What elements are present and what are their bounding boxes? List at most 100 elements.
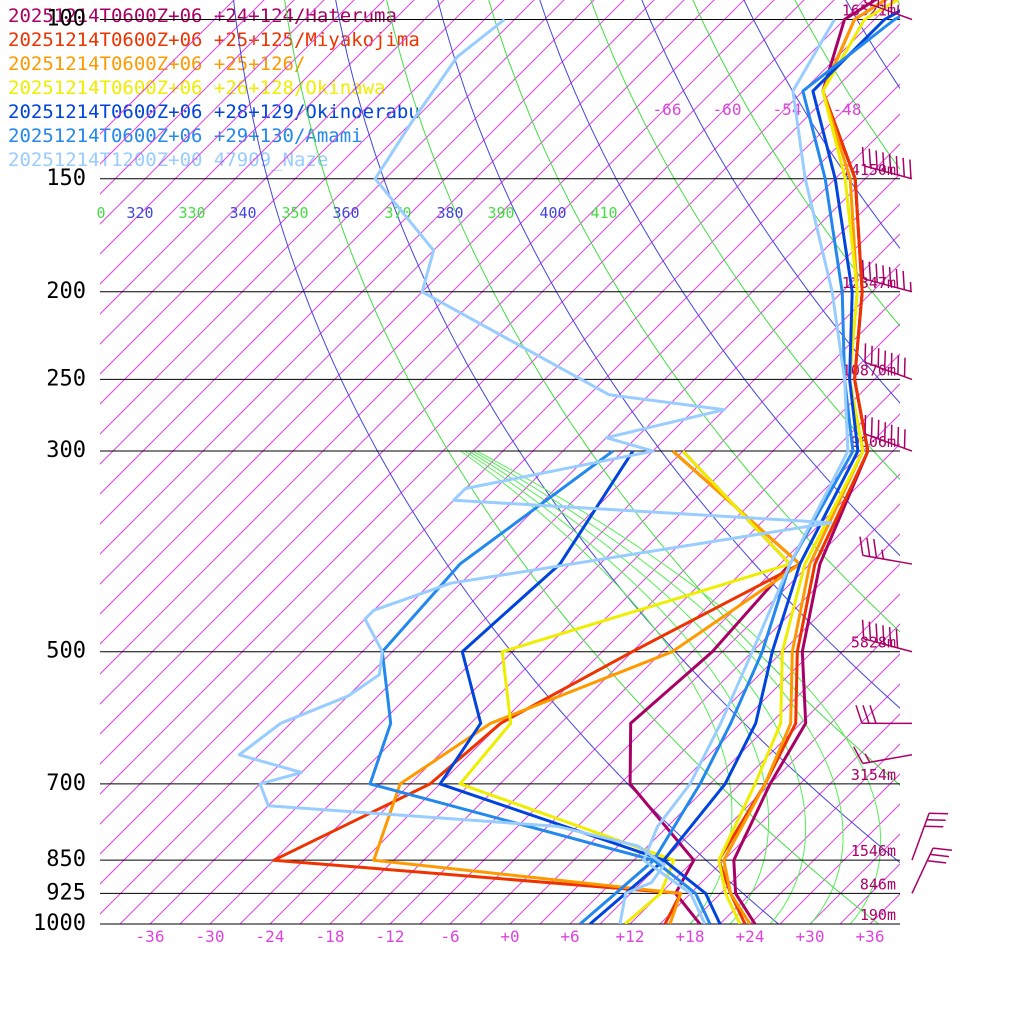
- isotherm-line: [100, 23, 900, 825]
- wind-barb-flag: [933, 847, 953, 851]
- theta-label: 340: [229, 204, 256, 222]
- pressure-label: 150: [46, 166, 86, 191]
- isotherm-line: [100, 0, 235, 135]
- isotherm-line: [539, 563, 900, 924]
- theta-label: 320: [126, 204, 153, 222]
- theta-label: 360: [332, 204, 359, 222]
- wind-barb-half-flag: [864, 753, 871, 763]
- wind-barb-staff: [862, 754, 913, 765]
- wind-barb-flag: [883, 350, 887, 370]
- wind-barb: [864, 0, 913, 21]
- isotherm-line: [100, 0, 865, 765]
- wind-barb-flag: [870, 0, 873, 5]
- isotherm-line: [569, 593, 900, 924]
- isotherm-line: [389, 413, 900, 924]
- wind-barb-flag: [924, 825, 944, 828]
- potential-temperature-line: [743, 0, 900, 250]
- isotherm-line: [659, 683, 900, 924]
- temperature-profile-line: [652, 14, 900, 924]
- temperature-tick-label: +6: [560, 927, 579, 946]
- wind-barb: [859, 536, 913, 565]
- wind-barb: [855, 705, 913, 725]
- dewpoint-profile-line: [438, 450, 666, 924]
- legend-entry-hateruma: 20251214T0600Z+06 +24+124/Hateruma: [8, 5, 397, 27]
- dewpoint-profile-line: [272, 449, 802, 924]
- legend-entry-okinoerabu: 20251214T0600Z+06 +28+129/Okinoerabu: [8, 101, 420, 123]
- isotherm-line: [899, 923, 900, 924]
- potential-temperature-line: [956, 0, 1024, 924]
- legend-entry-naze: 20251214T1200Z+00 47909_Naze: [8, 149, 329, 171]
- temperature-profile-line: [717, 0, 888, 924]
- wind-barb: [853, 746, 913, 765]
- wind-barb-half-flag: [909, 282, 912, 292]
- theta-label: 410: [590, 204, 617, 222]
- temperature-tick-label: -6: [440, 927, 459, 946]
- height-label: 190m: [860, 906, 896, 924]
- pressure-label: 300: [46, 438, 86, 463]
- potential-temperature-line: [641, 0, 900, 404]
- isotherm-line: [100, 0, 685, 585]
- dewpoint-profile-line: [372, 449, 802, 924]
- isotherm-line: [329, 353, 900, 924]
- pressure-label: 250: [46, 366, 86, 391]
- isotherm-line: [100, 0, 895, 795]
- potential-temperature-line: [1004, 0, 1024, 924]
- wind-barb-flag: [875, 150, 878, 170]
- wind-barb-flag: [927, 859, 947, 864]
- theta-label: 330: [178, 204, 205, 222]
- wind-barb: [864, 414, 913, 452]
- wind-barb-flag: [930, 853, 950, 858]
- isotherm-line: [100, 0, 355, 255]
- wind-barb: [911, 847, 953, 894]
- isotherm-line: [869, 893, 900, 924]
- temperature-tick-label: -30: [196, 927, 225, 946]
- moist-adiabat-line: [472, 450, 844, 924]
- pressure-label: 500: [46, 639, 86, 664]
- dewpoint-profile-line: [368, 449, 656, 924]
- dewpoint-profile-line: [237, 18, 833, 924]
- isotherm-line: [209, 233, 900, 924]
- wind-barb-flag: [883, 0, 886, 10]
- wind-barb-flag: [890, 0, 893, 13]
- isotherm-line: [629, 653, 900, 924]
- wind-barb-flag: [873, 538, 878, 558]
- wind-barb-flag: [890, 424, 893, 444]
- temperature-tick-label: +18: [676, 927, 705, 946]
- legend-entry-amami: 20251214T0600Z+06 +29+130/Amami: [8, 125, 363, 147]
- moist-adiabat-line: [464, 450, 770, 924]
- moist-adiabat-line: [460, 450, 733, 924]
- wind-barb-flag: [875, 263, 878, 283]
- legend-entry-okinawa: 20251214T0600Z+06 +26+128/Okinawa: [8, 77, 386, 99]
- wind-barb-flag: [882, 152, 885, 172]
- wind-barb-flag: [864, 343, 867, 363]
- isotherm-line: [100, 0, 775, 675]
- dewpoint-profile-line: [458, 450, 792, 924]
- wind-barb-staff: [863, 638, 913, 653]
- height-label: 5828m: [851, 634, 896, 652]
- isotherm-line: [100, 0, 805, 705]
- wind-barb-flag: [902, 270, 906, 290]
- temperature-tick-label: -18: [316, 927, 345, 946]
- moist-adiabat-line: [468, 450, 807, 924]
- legend: 20251214T0600Z+06 +24+124/Hateruma 20251…: [8, 4, 420, 172]
- wind-barb-flag: [890, 352, 893, 372]
- isotherm-line: [100, 0, 745, 645]
- wind-barb-flag: [861, 146, 865, 166]
- wind-barb-flag: [868, 261, 872, 281]
- potential-temperature-line: [488, 0, 900, 633]
- temperature-tick-label: +30: [796, 927, 825, 946]
- isotherm-line: [599, 623, 900, 924]
- wind-barb-flag: [909, 159, 912, 179]
- temperature-tick-label: -12: [376, 927, 405, 946]
- wind-barb-flag: [877, 348, 880, 368]
- wind-barb-flag: [870, 417, 873, 437]
- isotherm-line: [269, 293, 900, 924]
- moist-adiabat-line: [476, 450, 882, 924]
- temperature-tick-label: +12: [616, 927, 645, 946]
- upper-temperature-label: -48: [833, 100, 862, 119]
- wind-barb-flag: [864, 414, 867, 435]
- isotherm-line: [1020, 0, 1024, 924]
- theta-label: 390: [487, 204, 514, 222]
- potential-temperature-line: [907, 0, 1024, 924]
